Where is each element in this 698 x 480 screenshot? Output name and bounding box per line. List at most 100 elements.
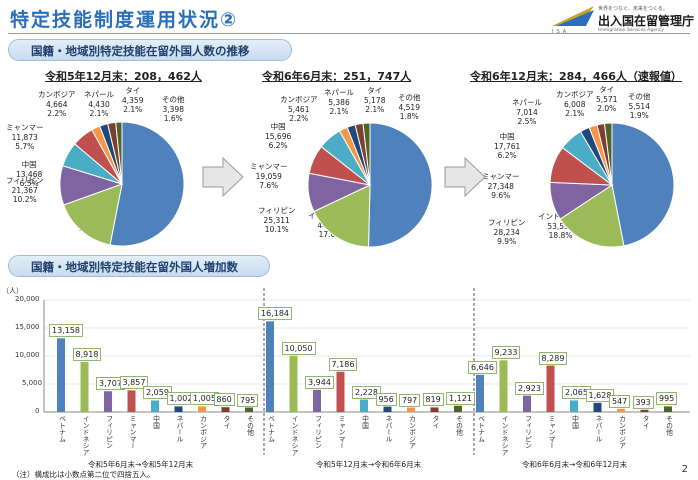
pie2-label-china: 中国 15,696 6.2% (265, 122, 292, 150)
bar-value-label: 10,050 (281, 341, 316, 355)
category-label: 中国 (151, 415, 160, 429)
bar-タイ (221, 407, 230, 413)
bar-フィリピン (523, 395, 531, 413)
pie1-label-thailand: タイ 4,359 2.1% (122, 86, 144, 114)
bar-value-label: 860 (213, 393, 235, 407)
pie-title-r6-06: 令和6年6月末：251，747人 (262, 70, 412, 83)
pie3-label-nepal: ネパール 7,014 2.5% (512, 98, 542, 126)
pie1-slice-中国 (62, 143, 123, 185)
period-label-2: 令和5年12月末→令和6年6月末 (316, 460, 422, 469)
category-label: フィリピン (523, 415, 532, 449)
bar-タイ (430, 407, 439, 413)
bar-その他 (664, 406, 672, 412)
bar-value-label: 16,184 (258, 307, 292, 321)
pie1-note-mark: （注） (154, 203, 177, 212)
bar-ベトナム (266, 321, 274, 412)
bar-value-label: 393 (632, 395, 654, 409)
category-label: インドネシア (500, 415, 508, 456)
bar-value-label: 9,233 (491, 346, 521, 360)
pie3-label-myanmar: ミャンマー 27,348 9.6% (482, 172, 520, 200)
pie1-slice-カンボジア (91, 125, 123, 185)
bar-value-label: 3,944 (305, 375, 334, 389)
y-axis-unit: （人） (2, 287, 23, 295)
pie2-slice-ネパール (346, 124, 371, 186)
pie2-label-cambodia: カンボジア 5,461 2.2% (280, 95, 318, 123)
pie1-label-indonesia: インドネシア 34,255 16.4% (68, 205, 113, 233)
bar-ミャンマー (546, 365, 555, 413)
arrow-right-icon (444, 156, 486, 198)
y-tick-5000: 5,000 (22, 379, 43, 387)
bar-カンボジア (617, 408, 625, 412)
category-label: ミャンマー (547, 415, 555, 449)
bar-ネパール (593, 402, 602, 413)
pie1-label-china: 中国 13,468 6.5% (16, 160, 43, 188)
pie3-label-other: その他 5,514 1.9% (628, 92, 651, 120)
bar-その他 (454, 405, 462, 413)
category-label: インドネシア (290, 415, 298, 456)
period-label-3: 令和6年6月末→令和6年12月末 (522, 460, 628, 469)
pie1-label-vietnam: ベトナム 110,648 53.1% (144, 150, 176, 178)
pie1-label-philippines: フィリピン 21,367 10.2% (6, 176, 44, 204)
category-label: タイ (222, 415, 230, 429)
footnote: （注）構成比は小数点第二位で四捨五入。 (12, 470, 155, 479)
pie3-label-china: 中国 17,761 6.2% (494, 132, 521, 160)
bar-value-label: 795 (237, 393, 259, 407)
y-tick-0: 0 (35, 407, 40, 415)
pie2-label-other: その他 4,519 1.8% (398, 93, 421, 121)
category-label: カンボジア (407, 415, 416, 449)
bar-value-label: 2,923 (515, 381, 544, 395)
pie2-slice-その他 (362, 122, 371, 186)
category-label: その他 (454, 415, 463, 436)
bar-value-label: 7,186 (328, 357, 358, 371)
bar-ミャンマー (127, 390, 136, 413)
pie3-label-cambodia: カンボジア 6,008 2.1% (556, 90, 594, 118)
agency-logo: ISA 世界をつなぐ、未来をつくる。 出入国在留管理庁 Immigration … (548, 3, 696, 35)
period-label-1: 令和5年6月末→令和5年12月末 (88, 460, 194, 469)
bar-中国 (151, 400, 159, 412)
bar-ネパール (174, 406, 183, 412)
pie1-slice-フィリピン (59, 165, 124, 206)
pie1-slice-タイ (107, 121, 123, 185)
bar-その他 (245, 407, 253, 412)
section-header-population: 国籍・地域別特定技能在留外国人数の推移 (8, 39, 292, 61)
pie2-slice-タイ (354, 122, 371, 186)
pie2-slice-フィリピン (307, 172, 372, 213)
bar-フィリピン (313, 389, 321, 413)
pie1-slice-その他 (115, 121, 123, 185)
pie1-slice-ベトナム (109, 121, 185, 247)
pie2-slice-カンボジア (338, 126, 371, 186)
category-label: カンボジア (198, 415, 207, 449)
bar-中国 (360, 399, 368, 413)
y-tick-10000: 10,000 (15, 351, 40, 359)
bar-インドネシア (80, 362, 89, 412)
pie3-label-philippines: フィリピン 28,234 9.9% (488, 218, 526, 246)
category-label: ベトナム (266, 415, 275, 443)
pie1-label-nepal: ネパール 4,430 2.1% (84, 90, 114, 118)
pie1-label-cambodia: カンボジア 4,664 2.2% (38, 90, 76, 118)
pie3-label-vietnam: ベトナム 133,478 46.9% (617, 135, 649, 163)
bar-ネパール (383, 406, 392, 412)
bar-インドネシア (499, 360, 508, 412)
category-label: ミャンマー (128, 415, 136, 449)
bar-中国 (570, 400, 578, 412)
bar-value-label: 6,646 (468, 360, 497, 374)
y-tick-20000: 20,000 (15, 295, 40, 303)
bar-value-label: 8,918 (72, 348, 102, 362)
pie3-slice-ネパール (579, 126, 613, 186)
bar-value-label: 2,228 (352, 385, 381, 399)
category-label: ネパール (175, 415, 183, 443)
bar-ミャンマー (336, 371, 345, 412)
pie2-label-nepal: ネパール 5,386 2.1% (324, 88, 354, 116)
category-label: その他 (245, 415, 254, 436)
bar-フィリピン (104, 391, 112, 413)
bar-ベトナム (57, 338, 65, 412)
pie2-slice-ミャンマー (308, 145, 371, 186)
bar-value-label: 547 (609, 394, 631, 408)
bar-インドネシア (289, 355, 298, 412)
category-label: その他 (664, 415, 673, 436)
logo-abbr: ISA (552, 29, 570, 35)
pie3-slice-カンボジア (588, 124, 613, 186)
category-label: タイ (641, 415, 649, 429)
category-label: フィリピン (313, 415, 322, 449)
y-tick-15000: 15,000 (15, 323, 40, 331)
